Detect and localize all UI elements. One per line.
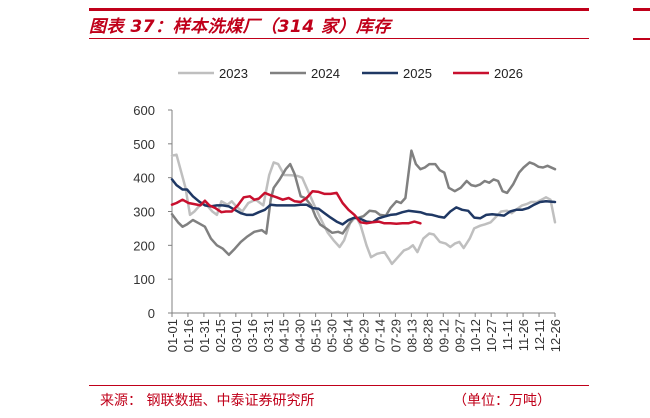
series-line-2024: [170, 149, 557, 257]
x-tick-label: 01-16: [181, 319, 196, 352]
y-tick-label: 300: [133, 205, 155, 220]
legend-label-2024: 2024: [311, 66, 340, 81]
title-rule: [89, 38, 589, 39]
y-tick-label: 500: [133, 137, 155, 152]
side-rule: [633, 8, 650, 11]
x-tick-label: 11-11: [500, 319, 515, 350]
x-tick-label: 01-01: [165, 319, 180, 352]
side-tick: [633, 38, 650, 40]
series-line-2023: [170, 153, 557, 266]
y-tick-label: 200: [133, 238, 155, 253]
y-tick-label: 0: [148, 306, 155, 321]
x-tick-label: 10-12: [468, 319, 483, 352]
x-tick-label: 05-30: [325, 319, 340, 352]
unit-note: （单位：万吨）: [453, 393, 551, 409]
header-top-rule: [89, 8, 589, 11]
x-tick-label: 03-01: [229, 319, 244, 352]
x-tick-label: 05-15: [309, 319, 324, 352]
x-tick-label: 08-28: [420, 319, 435, 352]
series-line-2025: [170, 178, 557, 226]
x-tick-label: 11-26: [516, 319, 531, 351]
y-tick-label: 400: [133, 171, 155, 186]
source-note: 来源： 钢联数据、中泰证券研究所: [100, 393, 315, 409]
series-lines: [170, 149, 557, 266]
legend-label-2025: 2025: [403, 66, 432, 81]
x-tick-label: 04-30: [293, 319, 308, 352]
x-tick-label: 04-15: [277, 319, 292, 352]
legend-label-2023: 2023: [219, 66, 248, 81]
figure-title: 图表 37：样本洗煤厂（314 家）库存: [89, 17, 391, 37]
x-tick-label: 07-14: [372, 319, 387, 352]
x-tick-label: 08-13: [404, 319, 419, 352]
x-tick-label: 06-29: [357, 319, 372, 352]
x-tick-label: 02-15: [213, 319, 228, 352]
x-tick-label: 01-31: [197, 319, 212, 352]
footer-rule: [89, 385, 589, 386]
series-line-2026: [170, 189, 422, 225]
legend: 2023 2024 2025 2026: [178, 66, 523, 81]
x-tick-label: 06-14: [341, 319, 356, 352]
x-tick-label: 12-11: [532, 319, 547, 351]
x-tick-label: 03-16: [245, 319, 260, 352]
x-tick-label: 09-27: [452, 319, 467, 352]
x-tick-label: 03-31: [261, 319, 276, 352]
x-tick-label: 10-27: [484, 319, 499, 352]
y-tick-label: 100: [133, 272, 155, 287]
y-tick-label: 600: [133, 103, 155, 118]
x-tick-label: 09-12: [436, 319, 451, 352]
x-tick-label: 07-29: [388, 319, 403, 352]
legend-label-2026: 2026: [494, 66, 523, 81]
x-tick-label: 12-26: [548, 319, 563, 352]
